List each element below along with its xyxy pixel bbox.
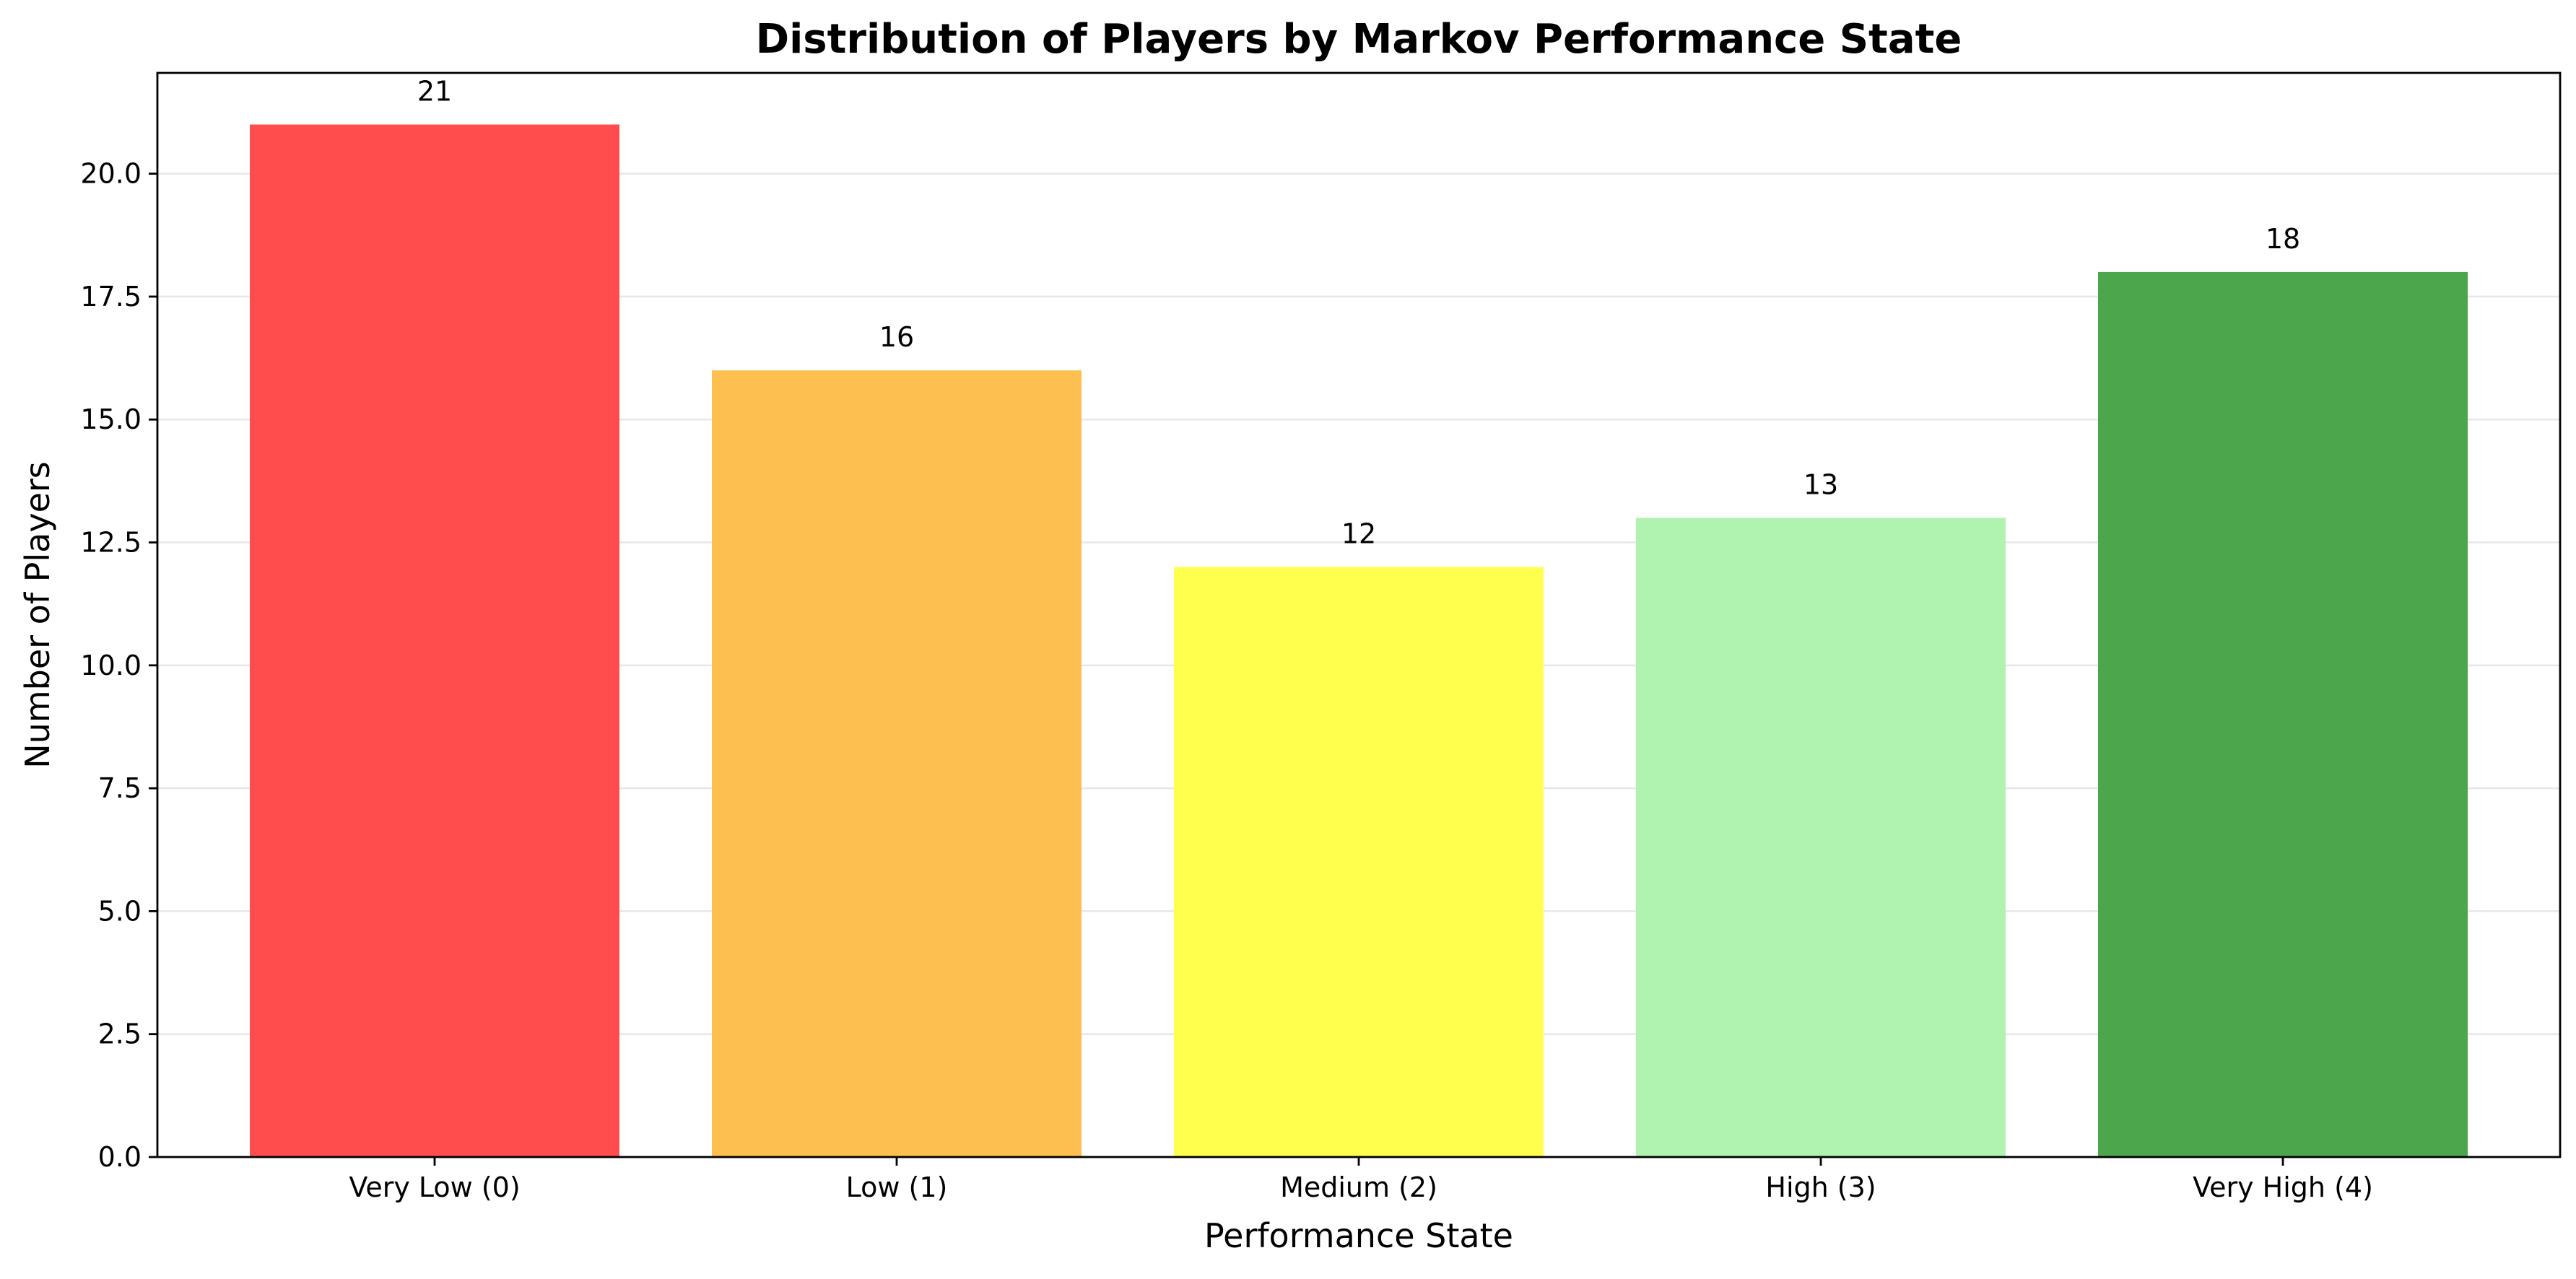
y-tick-label: 7.5 [98,772,142,804]
x-tick-label: Very Low (0) [349,1171,520,1203]
x-tick-label: Low (1) [846,1171,948,1203]
bar-value-label: 13 [1803,468,1838,500]
y-tick-label: 0.0 [98,1141,142,1173]
bar [2098,271,2468,1157]
y-tick-label: 15.0 [80,403,142,435]
x-ticks: Very Low (0) Low (1) Medium (2) High (3) Ver… [349,1157,2373,1203]
x-tick-label: Very High (4) [2193,1171,2373,1203]
y-tick-label: 12.5 [80,527,142,559]
bar-value-label: 16 [879,321,914,353]
bars [250,124,2468,1157]
bar-value-label: 12 [1341,518,1376,550]
y-tick-label: 10.0 [80,650,142,681]
y-tick-label: 5.0 [98,895,142,927]
chart-title: Distribution of Players by Markov Perfor… [756,16,1962,63]
y-tick-label: 20.0 [80,158,142,190]
bar-value-labels: 21 16 12 13 18 [417,76,2300,550]
bar [250,124,619,1157]
y-ticks: 0.0 2.5 5.0 7.5 10.0 12.5 15.0 17.5 20.0 [80,158,157,1173]
bar [1636,518,2006,1157]
y-axis-label: Number of Players [18,461,57,768]
y-tick-label: 17.5 [80,281,142,313]
bar-value-label: 21 [417,76,452,108]
bar [1174,567,1544,1157]
x-tick-label: High (3) [1765,1171,1876,1203]
x-axis-label: Performance State [1204,1216,1513,1255]
y-tick-label: 2.5 [98,1018,142,1050]
bar [712,370,1082,1157]
bar-value-label: 18 [2266,223,2300,255]
x-tick-label: Medium (2) [1280,1171,1437,1203]
